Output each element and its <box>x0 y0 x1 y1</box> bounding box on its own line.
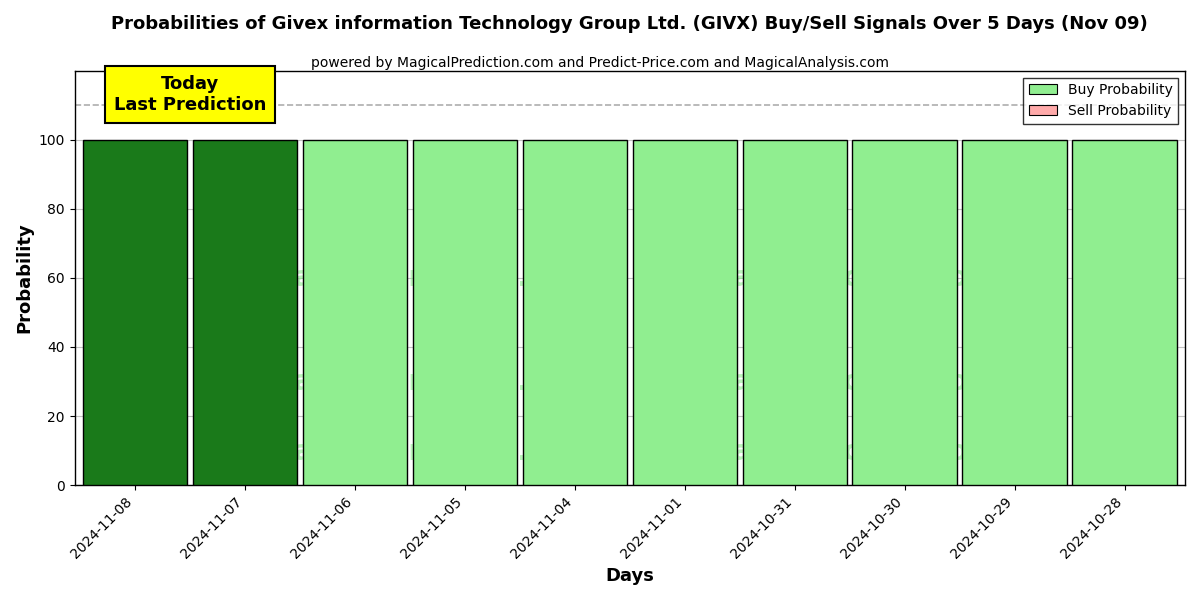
X-axis label: Days: Days <box>605 567 654 585</box>
Text: MagicalAnalysis.com: MagicalAnalysis.com <box>266 368 593 395</box>
Text: Today
Last Prediction: Today Last Prediction <box>114 76 266 114</box>
Bar <box>523 140 628 485</box>
Text: MagicalAnalysis.com: MagicalAnalysis.com <box>266 438 593 466</box>
Bar <box>413 140 517 485</box>
Text: MagicalPrediction.com: MagicalPrediction.com <box>641 438 997 466</box>
Y-axis label: Probability: Probability <box>16 223 34 333</box>
Legend: Buy Probability, Sell Probability: Buy Probability, Sell Probability <box>1024 77 1178 124</box>
Bar <box>743 140 847 485</box>
Bar <box>632 140 737 485</box>
Bar <box>962 140 1067 485</box>
Bar <box>1073 140 1177 485</box>
Text: MagicalPrediction.com: MagicalPrediction.com <box>641 264 997 292</box>
Text: MagicalPrediction.com: MagicalPrediction.com <box>641 368 997 395</box>
Text: powered by MagicalPrediction.com and Predict-Price.com and MagicalAnalysis.com: powered by MagicalPrediction.com and Pre… <box>311 56 889 70</box>
Bar <box>83 140 187 485</box>
Bar <box>302 140 407 485</box>
Bar <box>852 140 956 485</box>
Title: Probabilities of Givex information Technology Group Ltd. (GIVX) Buy/Sell Signals: Probabilities of Givex information Techn… <box>112 15 1148 33</box>
Bar <box>193 140 298 485</box>
Text: MagicalAnalysis.com: MagicalAnalysis.com <box>266 264 593 292</box>
